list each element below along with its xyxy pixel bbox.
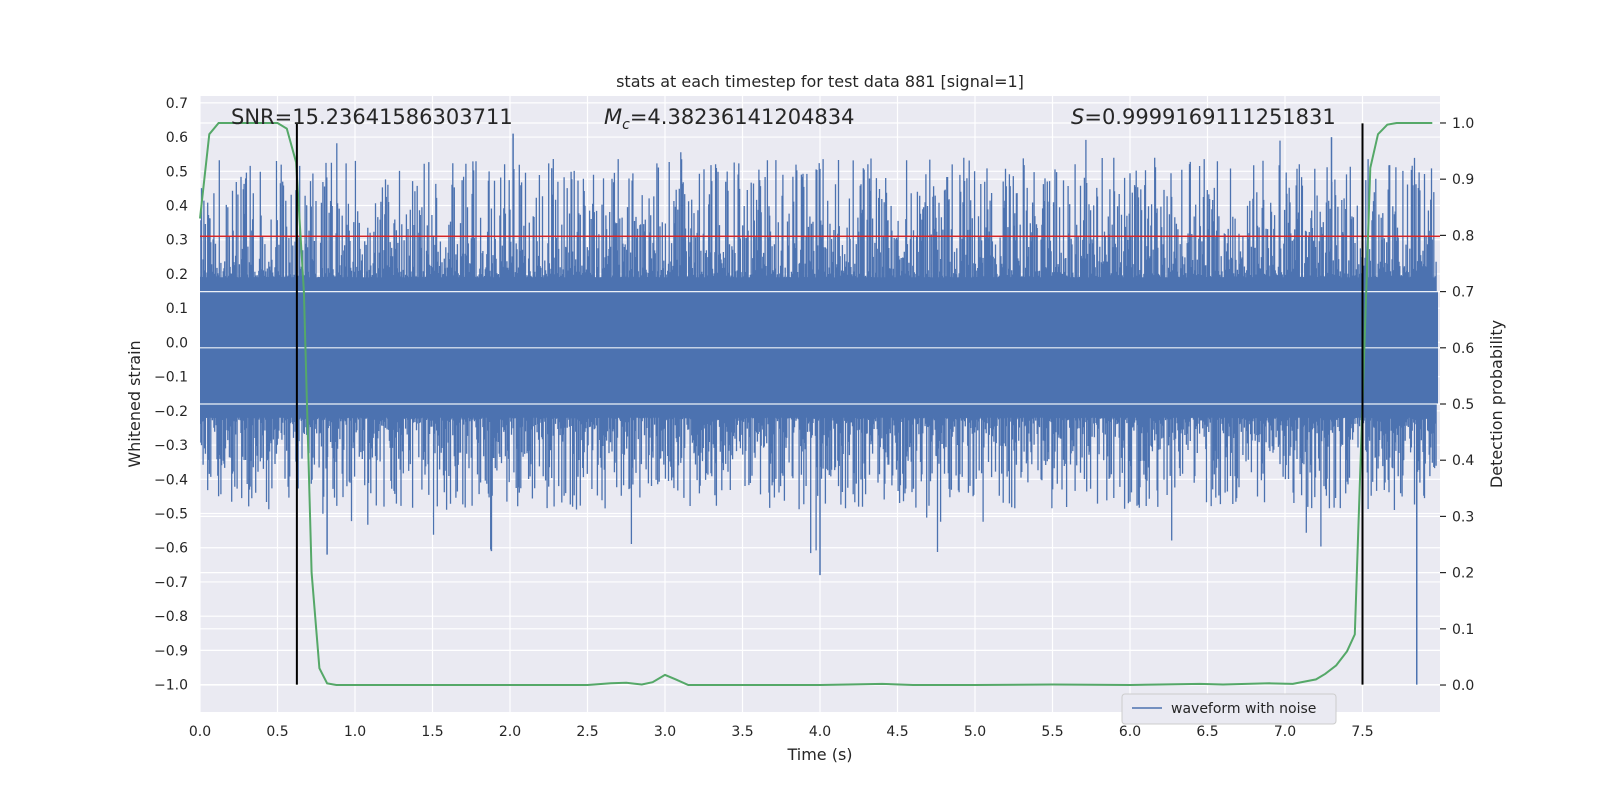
y2-axis-ticks: 1.0 0.9 0.8 0.7 0.6 0.5 0.4 0.3 0.2 0.1 0.0 — [1440, 116, 1474, 694]
x-tick-label: 2.0 — [499, 724, 521, 740]
x-tick-label: 4.5 — [886, 724, 908, 740]
x-tick-label: 4.0 — [809, 724, 831, 740]
y2-tick-label: 0.4 — [1452, 453, 1474, 469]
y2-tick-label: 1.0 — [1452, 116, 1474, 132]
legend-label-waveform: waveform with noise — [1171, 701, 1316, 717]
y-tick-label: 0.5 — [166, 164, 188, 180]
y2-tick-label: 0.6 — [1452, 341, 1474, 357]
y2-tick-label: 0.1 — [1452, 622, 1474, 638]
vertical-markers — [295, 123, 1364, 685]
x-tick-label: 3.5 — [731, 724, 753, 740]
y-tick-label: 0.7 — [166, 96, 188, 112]
y-tick-label: −0.5 — [154, 507, 188, 523]
y2-tick-label: 0.5 — [1452, 397, 1474, 413]
y2-tick-label: 0.8 — [1452, 228, 1474, 244]
x-tick-label: 5.5 — [1041, 724, 1063, 740]
x-tick-label: 6.0 — [1119, 724, 1141, 740]
y2-tick-label: 0.7 — [1452, 285, 1474, 301]
y-tick-label: 0.0 — [166, 335, 188, 351]
x-tick-label: 0.5 — [266, 724, 288, 740]
y-tick-label: 0.1 — [166, 301, 188, 317]
y-axis-ticks: 0.7 0.6 0.5 0.4 0.3 0.2 0.1 0.0 −0.1 −0.2 −0.3 −0.4… — [154, 96, 188, 694]
score-annotation: S=0.9999169111251831 — [1071, 105, 1336, 129]
y-tick-label: −1.0 — [154, 678, 188, 694]
y-tick-label: −0.1 — [154, 370, 188, 386]
x-tick-label: 0.0 — [189, 724, 211, 740]
x-tick-label: 5.0 — [964, 724, 986, 740]
x-tick-label: 7.5 — [1351, 724, 1373, 740]
chirp-mass-annotation: Mc=4.38236141204834 — [604, 105, 855, 133]
y-tick-label: −0.3 — [154, 438, 188, 454]
chirp-mass-value: =4.38236141204834 — [630, 105, 855, 129]
y2-axis-label: Detection probability — [1487, 320, 1506, 488]
chart-title: stats at each timestep for test data 881… — [616, 72, 1024, 91]
x-axis-ticks: 0.0 0.5 1.0 1.5 2.0 2.5 3.0 3.5 4.0 4.5 5.0 5.5 6.0 6… — [189, 724, 1374, 740]
snr-annotation: SNR=15.23641586303711 — [231, 105, 513, 129]
x-tick-label: 6.5 — [1196, 724, 1218, 740]
x-tick-label: 1.0 — [344, 724, 366, 740]
y2-tick-label: 0.2 — [1452, 566, 1474, 582]
x-tick-label: 7.0 — [1274, 724, 1296, 740]
legend-box — [1121, 693, 1337, 725]
waveform-series — [200, 133, 1440, 685]
y-tick-label: −0.8 — [154, 609, 188, 625]
x-tick-label: 2.5 — [576, 724, 598, 740]
y2-tick-label: 0.0 — [1452, 678, 1474, 694]
y-axis-label: Whitened strain — [125, 340, 144, 467]
chirp-mass-subscript: c — [622, 117, 630, 133]
y-tick-label: −0.7 — [154, 575, 188, 591]
x-axis-label: Time (s) — [786, 745, 852, 764]
score-value: =0.9999169111251831 — [1084, 105, 1335, 129]
y-tick-label: −0.4 — [154, 472, 188, 488]
y-tick-label: 0.2 — [166, 267, 188, 283]
y-tick-label: 0.3 — [166, 233, 188, 249]
chirp-mass-symbol: M — [604, 105, 622, 129]
y-tick-label: −0.6 — [154, 541, 188, 557]
y-tick-label: 0.4 — [166, 199, 188, 215]
y-tick-label: 0.6 — [166, 130, 188, 146]
y-tick-label: −0.2 — [154, 404, 188, 420]
legend: waveform with noise — [1121, 693, 1337, 725]
y2-tick-label: 0.9 — [1452, 172, 1474, 188]
y2-tick-label: 0.3 — [1452, 509, 1474, 525]
x-tick-label: 3.0 — [654, 724, 676, 740]
y-tick-label: −0.9 — [154, 643, 188, 659]
score-symbol: S — [1071, 105, 1084, 129]
x-tick-label: 1.5 — [421, 724, 443, 740]
